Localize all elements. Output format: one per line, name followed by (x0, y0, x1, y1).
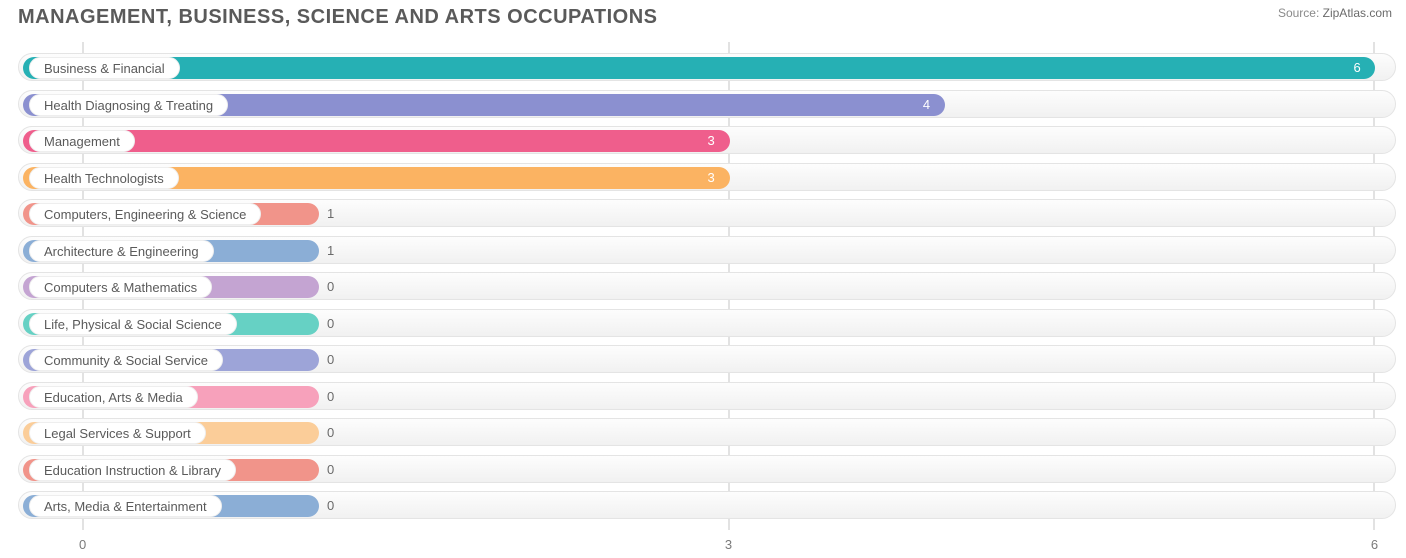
bar-value: 4 (923, 91, 930, 119)
bar-value: 0 (327, 419, 334, 447)
bar-value: 6 (1353, 54, 1360, 82)
bar-track: Legal Services & Support 0 (18, 418, 1396, 446)
bar-value: 0 (327, 383, 334, 411)
bar-track: Health Diagnosing & Treating 4 (18, 90, 1396, 118)
bar-label: Education, Arts & Media (29, 386, 198, 408)
bar-label: Computers & Mathematics (29, 276, 212, 298)
bar-track: Computers, Engineering & Science 1 (18, 199, 1396, 227)
bar-label: Community & Social Service (29, 349, 223, 371)
source-name: ZipAtlas.com (1323, 6, 1392, 20)
bar-value: 0 (327, 310, 334, 338)
x-axis-tick-label: 6 (1371, 537, 1378, 552)
source-label: Source: (1278, 6, 1319, 20)
bar-track: Computers & Mathematics 0 (18, 272, 1396, 300)
bar-value: 0 (327, 346, 334, 374)
bar-track: Architecture & Engineering 1 (18, 236, 1396, 264)
bar-label: Arts, Media & Entertainment (29, 495, 222, 517)
bar-label: Management (29, 130, 135, 152)
bar-label: Architecture & Engineering (29, 240, 214, 262)
chart-container: MANAGEMENT, BUSINESS, SCIENCE AND ARTS O… (0, 0, 1406, 558)
bar-label: Computers, Engineering & Science (29, 203, 261, 225)
source-credit: Source: ZipAtlas.com (1278, 6, 1392, 20)
bar-label: Life, Physical & Social Science (29, 313, 237, 335)
x-axis-tick-label: 0 (79, 537, 86, 552)
bar-value: 3 (708, 164, 715, 192)
bar (23, 57, 1375, 79)
bar-track: Business & Financial 6 (18, 53, 1396, 81)
chart-title: MANAGEMENT, BUSINESS, SCIENCE AND ARTS O… (18, 6, 657, 29)
bar-value: 0 (327, 273, 334, 301)
chart-header: MANAGEMENT, BUSINESS, SCIENCE AND ARTS O… (0, 0, 1406, 29)
bar-track: Arts, Media & Entertainment 0 (18, 491, 1396, 519)
bar-track: Management 3 (18, 126, 1396, 154)
bar-label: Legal Services & Support (29, 422, 206, 444)
x-axis-tick-label: 3 (725, 537, 732, 552)
bar-track: Education Instruction & Library 0 (18, 455, 1396, 483)
bar-value: 0 (327, 456, 334, 484)
plot-area: Business & Financial 6 Health Diagnosing &… (18, 42, 1396, 530)
bar-label: Business & Financial (29, 57, 180, 79)
bar-value: 0 (327, 492, 334, 520)
bar-track: Education, Arts & Media 0 (18, 382, 1396, 410)
bar-value: 1 (327, 237, 334, 265)
bar-track: Health Technologists 3 (18, 163, 1396, 191)
bar-value: 3 (708, 127, 715, 155)
bar-label: Health Technologists (29, 167, 179, 189)
bar-track: Life, Physical & Social Science 0 (18, 309, 1396, 337)
bar-label: Education Instruction & Library (29, 459, 236, 481)
bar-label: Health Diagnosing & Treating (29, 94, 228, 116)
bar-value: 1 (327, 200, 334, 228)
bar-track: Community & Social Service 0 (18, 345, 1396, 373)
